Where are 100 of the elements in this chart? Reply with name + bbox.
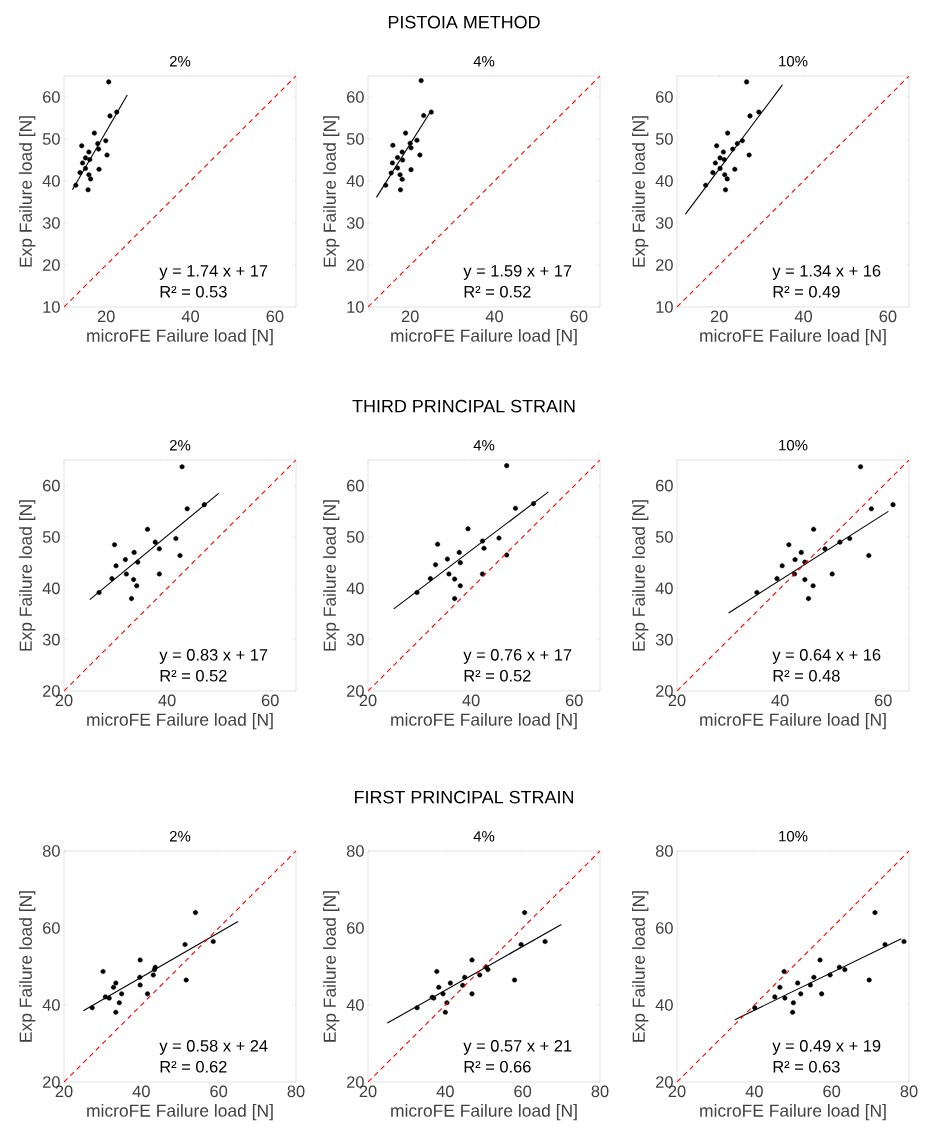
x-tick-label: 40 [181,310,200,323]
chart-title: PISTOIA METHOD [388,15,540,29]
y-tick-label: 60 [347,922,364,934]
y-axis-title: Exp Failure load [N] [632,116,649,267]
y-tick-label: 30 [42,217,60,229]
x-tick-label: 80 [287,1085,305,1098]
chart-title: THIRD PRINCIPAL STRAIN [352,399,575,413]
annotation: y = 1.34 x + 16 [772,264,881,280]
y-axis-title: Exp Failure load [N] [323,116,340,267]
y-tick-label: 60 [347,479,364,492]
y-axis-title: Exp Failure load [N] [632,500,649,651]
chart-subtitle: 2% [169,55,191,67]
x-tick-label: 60 [879,310,897,323]
x-tick-label: 40 [771,694,789,707]
x-tick-label: 60 [266,310,284,323]
y-axis-title: Exp Failure load [N] [632,891,649,1042]
y-tick-label: 50 [655,133,673,145]
x-tick-label: 40 [462,694,480,707]
chart-subtitle: 10% [779,439,808,451]
x-tick-label: 40 [485,310,504,323]
y-tick-label: 40 [42,999,60,1011]
x-tick-label: 60 [565,694,583,707]
y-tick-label: 60 [656,922,673,934]
x-tick-label: 60 [210,1085,228,1098]
y-tick-label: 60 [347,91,364,103]
x-tick-label: 60 [874,694,892,707]
x-axis-title: microFE Failure load [N] [87,712,273,730]
y-tick-label: 80 [346,845,364,857]
x-axis-title: microFE Failure load [N] [700,712,886,730]
annotation: y = 0.64 x + 16 [772,648,881,664]
annotation: y = 0.49 x + 19 [772,1040,881,1055]
y-tick-label: 40 [42,582,60,595]
y-tick-label: 40 [346,582,364,595]
y-tick-label: 30 [655,633,673,646]
annotation: R² = 0.62 [160,1060,227,1073]
y-tick-label: 10 [43,301,60,313]
y-tick-label: 20 [43,259,60,271]
annotation: R² = 0.48 [773,669,840,682]
y-tick-label: 80 [42,845,60,857]
chart-subtitle: 4% [473,56,495,67]
chart-subtitle: 4% [473,440,495,451]
x-axis-title: microFE Failure load [N] [391,712,577,730]
annotation: y = 0.58 x + 24 [159,1040,268,1055]
y-tick-label: 40 [42,175,60,187]
annotation: R² = 0.49 [773,285,840,298]
x-axis-title: microFE Failure load [N] [87,328,273,346]
x-tick-label: 40 [436,1085,454,1098]
y-axis-title: Exp Failure load [N] [19,500,36,651]
y-tick-label: 50 [346,531,364,543]
x-axis-title: microFE Failure load [N] [391,1104,577,1121]
x-tick-label: 60 [514,1085,532,1098]
chart-subtitle: 10% [779,55,808,67]
y-tick-label: 50 [42,531,60,543]
annotation: R² = 0.52 [464,669,531,682]
x-tick-label: 60 [570,310,588,323]
chart-subtitle: 10% [779,830,808,842]
y-tick-label: 30 [655,217,673,229]
annotation: y = 0.76 x + 17 [463,648,572,664]
annotation: y = 1.74 x + 17 [159,265,268,280]
y-tick-label: 30 [42,633,60,646]
y-tick-label: 10 [656,301,673,313]
y-tick-label: 30 [346,217,364,229]
x-tick-label: 60 [823,1085,841,1098]
x-tick-label: 40 [745,1085,763,1098]
y-axis-title: Exp Failure load [N] [19,116,36,267]
annotation: y = 0.57 x + 21 [463,1040,572,1055]
y-tick-label: 80 [655,845,673,857]
x-tick-label: 20 [401,310,419,323]
chart-subtitle: 2% [169,439,191,451]
y-tick-label: 40 [346,175,364,187]
x-axis-title: microFE Failure load [N] [87,1104,273,1121]
x-tick-label: 80 [900,1085,918,1098]
y-tick-label: 50 [655,531,673,543]
annotation: y = 1.59 x + 17 [463,264,572,280]
y-tick-label: 60 [656,479,673,492]
annotation: R² = 0.52 [464,285,531,298]
annotation: y = 0.83 x + 17 [159,648,268,664]
x-tick-label: 80 [591,1085,609,1098]
y-tick-label: 60 [656,91,673,103]
chart-subtitle: 2% [169,830,191,842]
y-axis-title: Exp Failure load [N] [323,891,340,1042]
y-tick-label: 40 [346,999,364,1011]
y-tick-label: 60 [43,922,60,934]
x-axis-title: microFE Failure load [N] [700,328,886,346]
y-tick-label: 20 [347,259,364,271]
x-axis-title: microFE Failure load [N] [391,328,577,346]
x-tick-label: 20 [97,310,115,323]
y-tick-label: 10 [347,301,364,313]
y-axis-title: Exp Failure load [N] [323,500,340,651]
chart-title: FIRST PRINCIPAL STRAIN [355,790,573,804]
chart-subtitle: 4% [473,831,495,842]
y-tick-label: 40 [655,999,673,1011]
annotation: R² = 0.52 [160,669,227,682]
y-tick-label: 40 [655,582,673,595]
x-tick-label: 40 [794,310,813,323]
y-tick-label: 30 [346,633,364,646]
y-tick-label: 50 [42,133,60,145]
y-tick-label: 60 [43,479,60,492]
annotation: R² = 0.53 [160,285,227,298]
x-axis-title: microFE Failure load [N] [700,1104,886,1121]
